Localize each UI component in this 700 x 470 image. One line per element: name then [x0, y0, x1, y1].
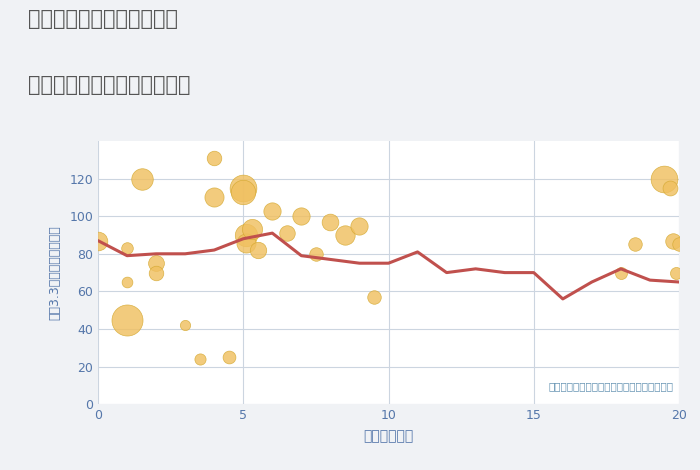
Point — [122, 316, 133, 323]
Point — [223, 353, 235, 361]
X-axis label: 駅距離（分）: 駅距離（分） — [363, 429, 414, 443]
Point — [241, 239, 252, 246]
Point — [194, 355, 205, 363]
Point — [325, 218, 336, 226]
Point — [136, 175, 147, 182]
Point — [237, 188, 249, 196]
Point — [241, 231, 252, 239]
Point — [150, 259, 162, 267]
Point — [630, 241, 641, 248]
Point — [668, 237, 679, 244]
Point — [252, 246, 263, 254]
Point — [659, 175, 670, 182]
Point — [150, 269, 162, 276]
Point — [368, 293, 379, 301]
Point — [267, 207, 278, 214]
Point — [209, 194, 220, 201]
Point — [180, 321, 191, 329]
Point — [237, 184, 249, 192]
Point — [354, 222, 365, 229]
Point — [92, 237, 104, 244]
Point — [673, 241, 685, 248]
Point — [340, 231, 351, 239]
Point — [665, 184, 676, 192]
Point — [615, 269, 626, 276]
Point — [122, 278, 133, 286]
Point — [671, 269, 682, 276]
Point — [296, 212, 307, 220]
Point — [281, 229, 293, 237]
Point — [122, 244, 133, 252]
Text: 円の大きさは、取引のあった物件面積を示す: 円の大きさは、取引のあった物件面積を示す — [548, 381, 673, 391]
Y-axis label: 坪（3.3㎡）単価（万円）: 坪（3.3㎡）単価（万円） — [48, 225, 61, 320]
Text: 駅距離別中古マンション価格: 駅距離別中古マンション価格 — [28, 75, 190, 95]
Point — [209, 154, 220, 162]
Point — [310, 250, 321, 258]
Text: 三重県津市白山町山田野の: 三重県津市白山町山田野の — [28, 9, 178, 30]
Point — [246, 226, 258, 233]
